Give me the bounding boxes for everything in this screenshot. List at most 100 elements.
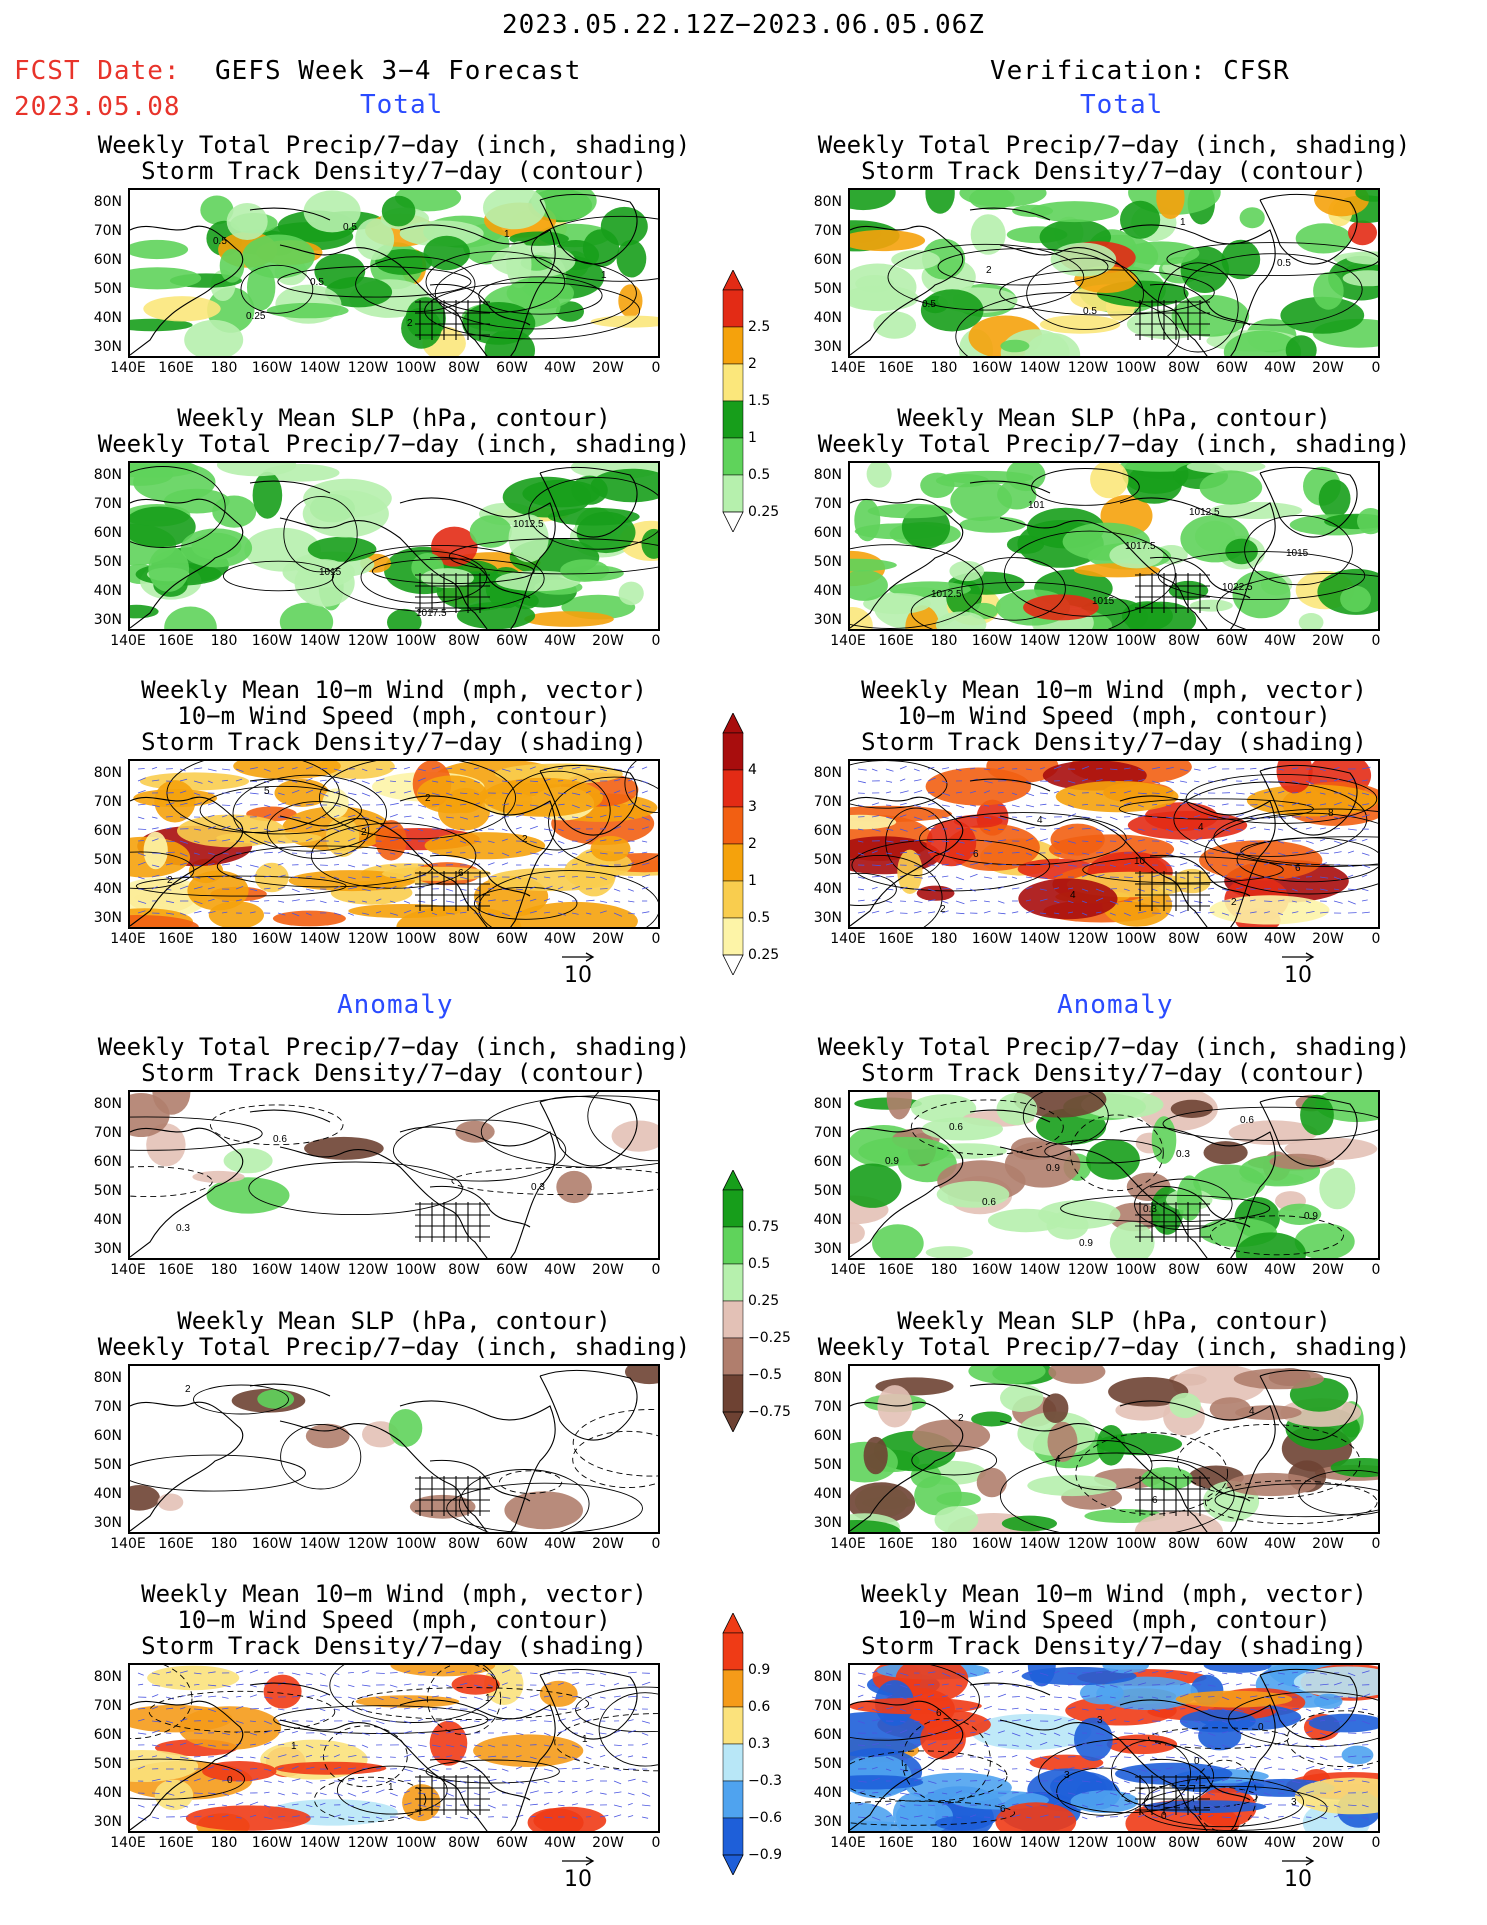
wind-vector [277, 1780, 284, 1783]
wind-vector [585, 1744, 594, 1749]
wind-vector [871, 1696, 879, 1699]
wind-vector [165, 1744, 173, 1746]
wind-vector [1109, 792, 1116, 794]
wind-vector [1011, 887, 1020, 890]
shading-blob [1047, 1421, 1078, 1462]
wind-vector [431, 1744, 441, 1748]
wind-vector [529, 804, 539, 807]
wind-vector [403, 1720, 412, 1724]
wind-vector [375, 1816, 383, 1820]
lat-tick-label: 80N [813, 194, 842, 210]
wind-vector [179, 1815, 189, 1818]
lat-tick-label: 80N [813, 467, 842, 483]
lat-tick-label: 60N [813, 1154, 842, 1170]
vector-reference-arrow [562, 952, 595, 962]
wind-vector [1347, 1816, 1354, 1819]
wind-vector [1151, 1816, 1158, 1818]
colorbar-swatch [722, 1743, 744, 1782]
wind-vector [1207, 816, 1217, 820]
wind-vector [1053, 1756, 1060, 1760]
coastline [1149, 1185, 1251, 1228]
wind-vector [585, 790, 591, 794]
wind-vector [333, 1766, 342, 1770]
shading-blob [1186, 463, 1266, 474]
wind-vector [291, 1803, 299, 1806]
wind-vector [1277, 1780, 1285, 1783]
wind-vector [571, 1790, 578, 1794]
wind-vector [1319, 911, 1329, 914]
contour-label: 2 [986, 265, 992, 276]
shading-blob [1276, 761, 1313, 794]
wind-vector [473, 1780, 480, 1783]
colorbar-cap [722, 713, 744, 734]
wind-vector [941, 840, 950, 843]
lon-tick-label: 160E [158, 931, 194, 947]
wind-vector [515, 1804, 522, 1807]
wind-vector [1263, 840, 1270, 844]
wind-vector [221, 804, 231, 806]
colorbar-label: −0.5 [748, 1367, 782, 1383]
wind-vector [459, 828, 465, 831]
contour-line [572, 1430, 658, 1488]
wind-vector [1025, 780, 1031, 784]
wind-vector [347, 1816, 355, 1818]
wind-vector [1151, 1779, 1159, 1782]
contour-label: 2 [361, 827, 367, 838]
contour-label: 0.5 [310, 277, 324, 288]
wind-vector [389, 1720, 397, 1723]
wind-vector [417, 910, 425, 914]
wind-vector [445, 804, 452, 807]
wind-vector [347, 886, 357, 890]
wind-vector [885, 1730, 892, 1734]
shading-blob [305, 1423, 350, 1449]
contour-label: 0.3 [1143, 1204, 1157, 1215]
lon-tick-label: 80W [448, 1835, 480, 1851]
shading-blob [1050, 823, 1105, 856]
wind-vector [319, 1718, 326, 1722]
wind-vector [1263, 1792, 1272, 1797]
wind-vector [445, 838, 453, 842]
wind-vector [941, 1719, 950, 1722]
wind-vector [543, 1695, 551, 1698]
wind-vector [1361, 899, 1368, 902]
wind-vector [375, 887, 385, 890]
wind-vector [927, 827, 936, 830]
wind-vector [417, 886, 425, 890]
shading-blob [1235, 1405, 1302, 1420]
wind-vector [235, 899, 242, 902]
wind-vector [627, 1815, 634, 1818]
wind-vector [1291, 1684, 1300, 1688]
wind-vector [417, 1718, 424, 1722]
wind-vector [1179, 910, 1187, 914]
wind-vector [137, 1804, 145, 1808]
wind-vector [1221, 1720, 1228, 1724]
wind-vector [459, 1682, 468, 1686]
wind-vector [249, 864, 259, 868]
wind-vector [403, 1707, 411, 1710]
wind-vector [941, 804, 950, 807]
wind-vector [927, 1756, 934, 1760]
contour-line [548, 776, 658, 868]
wind-vector [613, 1768, 622, 1771]
map-panel: 1015 1012.5 1015 1012.5 101 1017.5 1022.5 [848, 461, 1380, 631]
wind-vector [305, 1684, 313, 1686]
shading-blob [382, 866, 491, 881]
contour-line [961, 557, 1066, 621]
wind-vector [207, 1803, 216, 1806]
wind-vector [333, 900, 340, 902]
lon-tick-label: 140W [1019, 931, 1061, 947]
shading-blob [850, 1711, 928, 1757]
coastline [969, 1109, 1051, 1123]
contour-label: 1012.5 [931, 589, 962, 600]
wind-vector [1333, 802, 1342, 806]
colorbar-label: 0.5 [748, 467, 771, 483]
contour-line [448, 538, 658, 575]
map-canvas: 2 [130, 1366, 658, 1532]
wind-vector [277, 792, 285, 796]
shading-blob [1199, 840, 1323, 881]
contour-line [910, 581, 1130, 629]
lat-tick-label: 30N [813, 1241, 842, 1257]
wind-vector [983, 816, 992, 819]
wind-vector [941, 910, 949, 914]
coastlines [130, 1095, 638, 1258]
